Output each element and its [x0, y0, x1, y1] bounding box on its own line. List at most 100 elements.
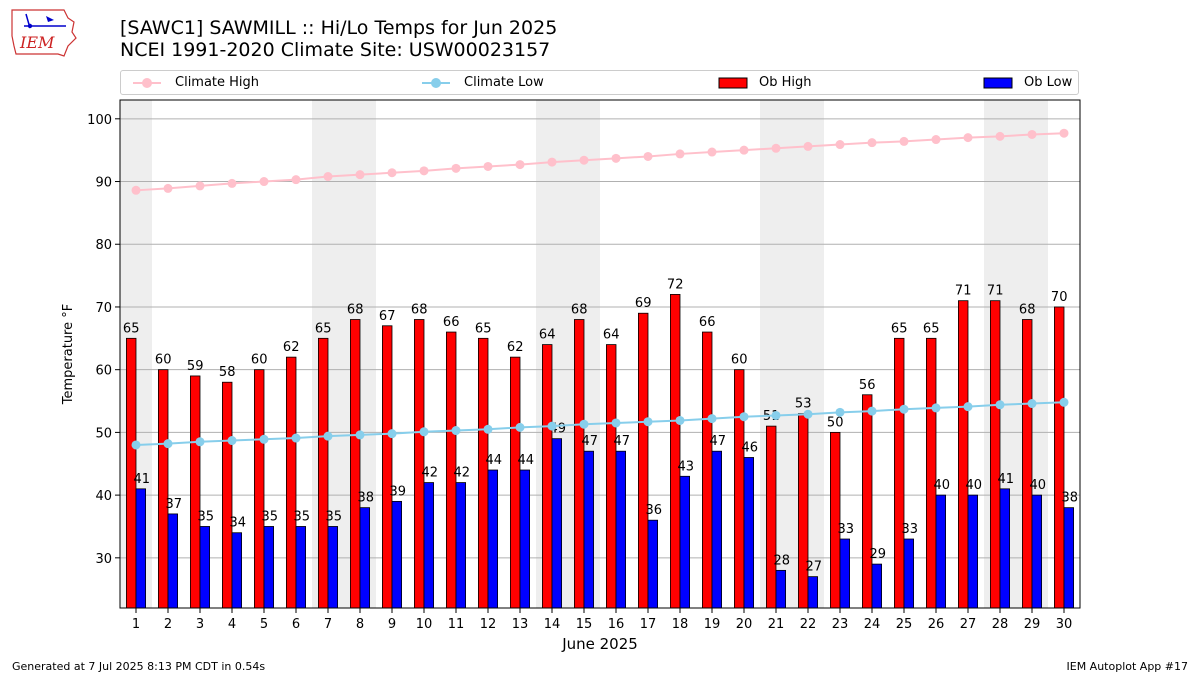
- ob-low-label-day-26: 40: [934, 478, 951, 493]
- ob-low-label-day-22: 27: [806, 560, 823, 575]
- climate-high-point-day-21: [771, 143, 781, 153]
- climate-high-point-day-20: [739, 145, 749, 155]
- climate-high-swatch: [133, 78, 161, 88]
- ob-low-label-day-10: 42: [422, 466, 439, 481]
- y-tick-label-70: 70: [95, 301, 112, 316]
- ob-low-bar-day-27: [967, 494, 979, 609]
- ob-high-label-day-5: 60: [251, 353, 268, 368]
- x-tick-label-15: 15: [576, 617, 593, 632]
- ob-high-label-day-10: 68: [411, 303, 428, 318]
- y-tick-label-40: 40: [95, 489, 112, 504]
- ob-high-bar-day-19: [702, 331, 713, 609]
- ob-high-bar-day-9: [381, 325, 393, 609]
- climate-high-point-day-6: [291, 175, 301, 185]
- ob-low-label-day-12: 44: [486, 453, 503, 468]
- legend-label-climate-low: Climate Low: [464, 75, 544, 90]
- ob-high-label-day-3: 59: [187, 359, 204, 374]
- y-tick-label-90: 90: [95, 176, 112, 191]
- ob-high-label-day-6: 62: [283, 340, 300, 355]
- climate-high-point-day-30: [1059, 128, 1069, 138]
- ob-high-bar-day-17: [638, 312, 649, 609]
- ob-low-label-day-16: 47: [614, 434, 631, 449]
- climate-low-point-day-20: [739, 412, 749, 422]
- climate-low-point-day-2: [163, 439, 173, 449]
- climate-low-point-day-9: [387, 429, 397, 439]
- ob-high-bar-day-7: [317, 337, 329, 609]
- x-tick-label-17: 17: [640, 617, 657, 632]
- climate-high-point-day-13: [515, 160, 525, 170]
- x-tick-label-21: 21: [768, 617, 785, 632]
- footer-generated: Generated at 7 Jul 2025 8:13 PM CDT in 0…: [12, 660, 266, 673]
- ob-high-label-day-25: 65: [891, 321, 908, 336]
- x-tick-label-8: 8: [356, 617, 364, 632]
- ob-high-label-day-19: 66: [699, 315, 716, 330]
- climate-low-point-day-5: [259, 434, 269, 444]
- climate-high-point-day-10: [419, 166, 429, 176]
- ob-low-bar-day-17: [647, 519, 659, 609]
- plot-frame: [119, 99, 1081, 609]
- ob-low-swatch: [983, 77, 1013, 89]
- ob-low-bar-day-21: [775, 569, 787, 609]
- ob-low-label-day-27: 40: [966, 478, 983, 493]
- ob-low-label-day-25: 33: [902, 522, 919, 537]
- ob-high-label-day-30: 70: [1051, 290, 1068, 305]
- ob-high-bar-day-2: [157, 369, 169, 609]
- climate-high-point-day-11: [451, 163, 461, 173]
- ob-low-label-day-3: 35: [198, 509, 215, 524]
- ob-low-bar-day-15: [583, 450, 595, 609]
- ob-low-bar-day-12: [487, 469, 499, 609]
- x-tick-label-5: 5: [260, 617, 268, 632]
- ob-low-label-day-7: 35: [326, 509, 343, 524]
- ob-low-label-day-11: 42: [454, 466, 471, 481]
- ob-high-bar-day-25: [894, 337, 905, 609]
- ob-low-label-day-8: 38: [358, 491, 375, 506]
- ob-low-label-day-13: 44: [518, 453, 535, 468]
- climate-high-point-day-18: [675, 149, 685, 159]
- ob-high-bar-day-6: [285, 356, 297, 609]
- climate-low-point-day-10: [419, 427, 429, 437]
- climate-low-point-day-16: [611, 418, 621, 428]
- x-tick-label-20: 20: [736, 617, 753, 632]
- climate-low-point-day-11: [451, 426, 461, 436]
- climate-low-point-day-19: [707, 414, 717, 424]
- ob-high-bar-day-18: [670, 294, 681, 609]
- ob-low-label-day-18: 43: [678, 459, 695, 474]
- x-tick-label-27: 27: [960, 617, 977, 632]
- x-axis-label: June 2025: [561, 635, 638, 653]
- climate-high-point-day-15: [579, 155, 589, 165]
- legend-label-ob-low: Ob Low: [1024, 75, 1073, 90]
- ob-high-label-day-27: 71: [955, 284, 972, 299]
- ob-high-bar-day-22: [798, 413, 809, 609]
- ob-high-bar-day-29: [1022, 319, 1033, 609]
- ob-low-bar-day-30: [1063, 507, 1075, 609]
- iem-logo: IEM: [11, 9, 77, 57]
- ob-low-label-day-21: 28: [774, 553, 791, 568]
- x-tick-label-9: 9: [388, 617, 396, 632]
- ob-high-label-day-1: 65: [123, 321, 140, 336]
- climate-low-point-day-7: [323, 431, 333, 441]
- climate-low-point-day-8: [355, 430, 365, 440]
- climate-low-point-day-15: [579, 419, 589, 429]
- climate-high-point-day-16: [611, 153, 621, 163]
- climate-high-point-day-12: [483, 161, 493, 171]
- x-tick-label-28: 28: [992, 617, 1009, 632]
- ob-low-bar-day-18: [679, 475, 691, 609]
- climate-high-point-day-24: [867, 138, 877, 148]
- ob-low-label-day-20: 46: [742, 440, 759, 455]
- climate-low-point-day-21: [771, 410, 781, 420]
- ob-high-label-day-11: 66: [443, 315, 460, 330]
- climate-low-point-day-3: [195, 437, 205, 447]
- climate-low-point-day-4: [227, 436, 237, 446]
- x-tick-label-6: 6: [292, 617, 300, 632]
- ob-low-label-day-2: 37: [166, 497, 183, 512]
- climate-low-point-day-1: [131, 440, 141, 450]
- climate-high-point-day-19: [707, 147, 717, 157]
- ob-high-bar-day-3: [189, 375, 201, 609]
- ob-low-bar-day-29: [1031, 494, 1043, 609]
- ob-high-bar-day-26: [926, 337, 937, 609]
- footer-app-id: IEM Autoplot App #17: [1066, 660, 1189, 673]
- x-tick-label-24: 24: [864, 617, 881, 632]
- ob-low-label-day-15: 47: [582, 434, 599, 449]
- ob-high-swatch: [718, 77, 748, 89]
- climate-low-point-day-29: [1027, 399, 1037, 409]
